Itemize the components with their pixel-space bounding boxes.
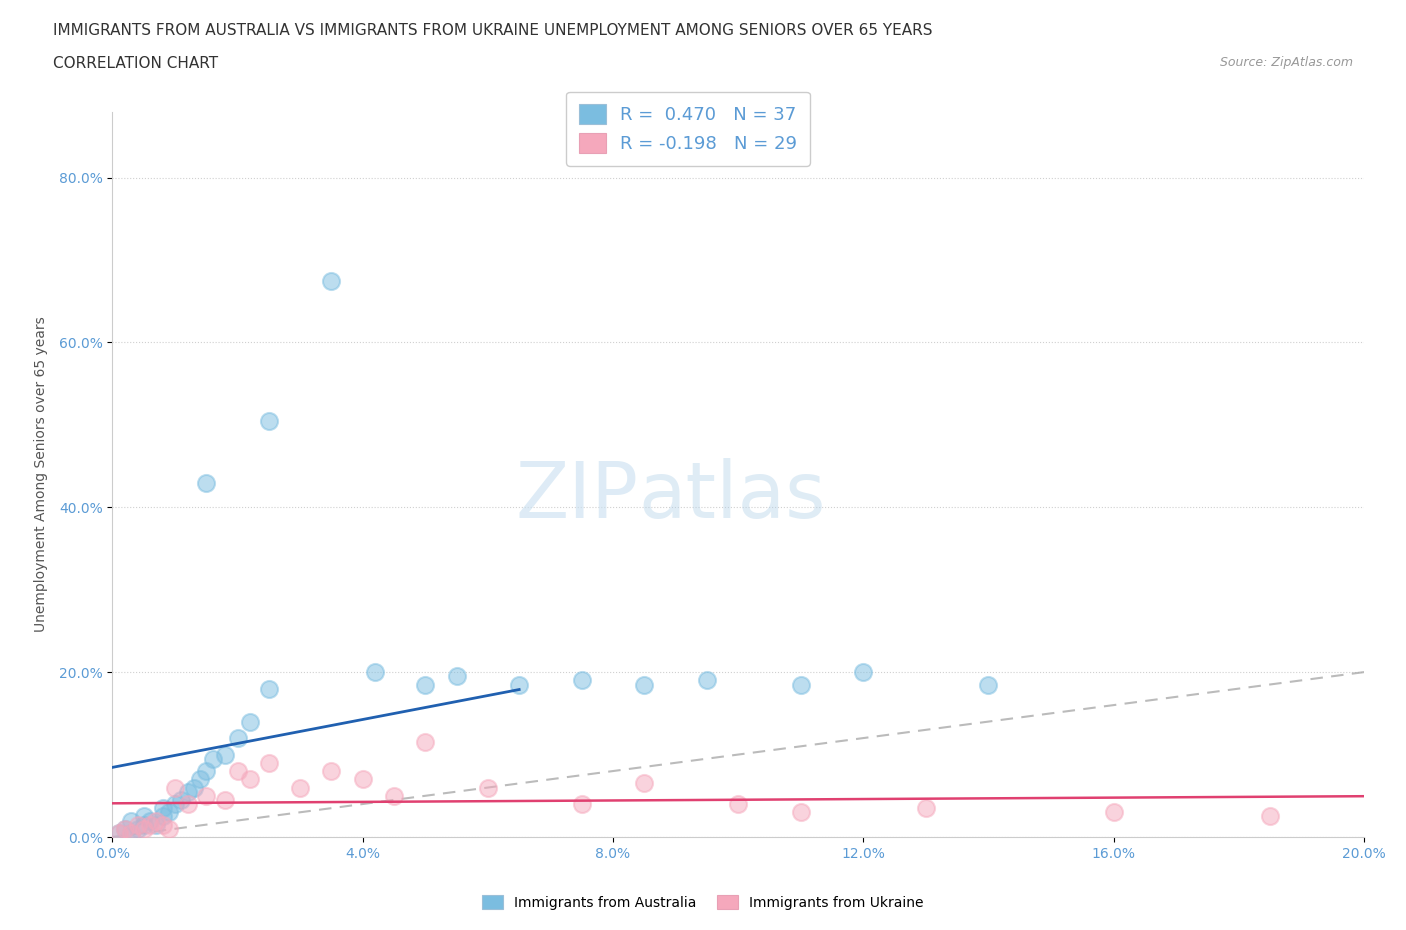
Point <box>195 475 218 490</box>
Point <box>132 817 155 832</box>
Point <box>508 677 530 692</box>
Point <box>415 735 437 750</box>
Point <box>214 792 236 807</box>
Point <box>382 789 405 804</box>
Point <box>120 826 142 841</box>
Point <box>114 821 136 836</box>
Point <box>226 764 249 778</box>
Point <box>201 751 224 766</box>
Point <box>446 669 468 684</box>
Point <box>415 677 437 692</box>
Point <box>239 772 262 787</box>
Point <box>176 797 198 812</box>
Point <box>170 792 193 807</box>
Legend: Immigrants from Australia, Immigrants from Ukraine: Immigrants from Australia, Immigrants fr… <box>477 890 929 916</box>
Point <box>145 813 167 828</box>
Text: atlas: atlas <box>638 458 825 534</box>
Point <box>352 772 374 787</box>
Point <box>132 821 155 836</box>
Point <box>139 817 162 832</box>
Y-axis label: Unemployment Among Seniors over 65 years: Unemployment Among Seniors over 65 years <box>34 316 48 632</box>
Point <box>571 673 593 688</box>
Point <box>790 804 813 819</box>
Point <box>127 817 149 832</box>
Point <box>163 797 186 812</box>
Point <box>195 789 218 804</box>
Point <box>239 714 262 729</box>
Point <box>107 826 129 841</box>
Legend: R =  0.470   N = 37, R = -0.198   N = 29: R = 0.470 N = 37, R = -0.198 N = 29 <box>567 92 810 166</box>
Text: IMMIGRANTS FROM AUSTRALIA VS IMMIGRANTS FROM UKRAINE UNEMPLOYMENT AMONG SENIORS : IMMIGRANTS FROM AUSTRALIA VS IMMIGRANTS … <box>53 23 934 38</box>
Text: ZIP: ZIP <box>515 458 638 534</box>
Point <box>120 826 142 841</box>
Point <box>188 772 211 787</box>
Point <box>633 776 655 790</box>
Point <box>915 801 938 816</box>
Text: Source: ZipAtlas.com: Source: ZipAtlas.com <box>1219 56 1353 69</box>
Point <box>257 681 280 696</box>
Point <box>114 821 136 836</box>
Point <box>132 809 155 824</box>
Point <box>152 809 174 824</box>
Point <box>257 755 280 770</box>
Point <box>152 801 174 816</box>
Point <box>633 677 655 692</box>
Point <box>152 817 174 832</box>
Point <box>226 731 249 746</box>
Point <box>790 677 813 692</box>
Point <box>727 797 749 812</box>
Point <box>257 413 280 428</box>
Point <box>157 821 180 836</box>
Point <box>1102 804 1125 819</box>
Point <box>163 780 186 795</box>
Point <box>977 677 1000 692</box>
Point <box>571 797 593 812</box>
Point <box>195 764 218 778</box>
Point <box>120 813 142 828</box>
Point <box>321 273 343 288</box>
Point <box>364 665 387 680</box>
Point <box>183 780 205 795</box>
Point <box>852 665 875 680</box>
Point <box>139 813 162 828</box>
Point <box>157 804 180 819</box>
Point <box>176 784 198 799</box>
Point <box>696 673 718 688</box>
Point <box>127 821 149 836</box>
Point <box>290 780 312 795</box>
Point <box>477 780 499 795</box>
Text: CORRELATION CHART: CORRELATION CHART <box>53 56 218 71</box>
Point <box>145 817 167 832</box>
Point <box>321 764 343 778</box>
Point <box>1258 809 1281 824</box>
Point <box>107 826 129 841</box>
Point <box>214 747 236 762</box>
